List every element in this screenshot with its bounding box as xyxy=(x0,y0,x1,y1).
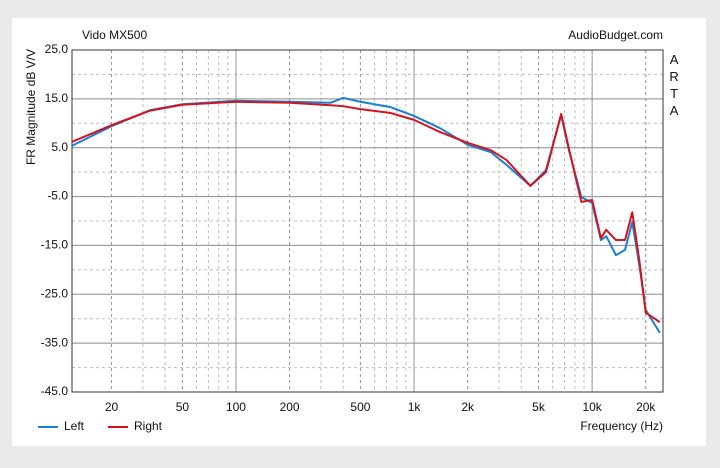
plot-frame xyxy=(71,49,664,393)
y-axis-label: FR Magnitude dB V/V xyxy=(24,49,38,165)
side-label: ARTA xyxy=(667,52,682,120)
x-tick-label: 10k xyxy=(582,400,602,414)
y-tick-label: -45.0 xyxy=(41,384,69,398)
x-tick-label: 50 xyxy=(176,400,190,414)
legend-label: Left xyxy=(64,419,85,433)
x-tick-label: 500 xyxy=(350,400,370,414)
x-tick-label: 100 xyxy=(226,400,246,414)
x-tick-label: 20k xyxy=(636,400,656,414)
chart-panel xyxy=(12,18,706,446)
y-tick-label: 15.0 xyxy=(45,91,69,105)
x-tick-label: 200 xyxy=(280,400,300,414)
data-line xyxy=(71,100,661,323)
y-tick-label: -15.0 xyxy=(41,238,69,252)
y-tick-label: -5.0 xyxy=(47,189,68,203)
x-axis-label: Frequency (Hz) xyxy=(580,419,663,433)
x-tick-label: 20 xyxy=(105,400,119,414)
y-tick-label: -35.0 xyxy=(41,335,69,349)
y-tick-label: -25.0 xyxy=(41,286,69,300)
x-tick-label: 2k xyxy=(461,400,475,414)
y-tick-label: 25.0 xyxy=(45,42,69,56)
x-tick-label: 1k xyxy=(408,400,422,414)
x-tick-label: 5k xyxy=(532,400,546,414)
legend-label: Right xyxy=(134,419,163,433)
chart-title: Vido MX500 xyxy=(82,28,147,42)
y-tick-label: 5.0 xyxy=(51,140,68,154)
source-label: AudioBudget.com xyxy=(568,28,663,42)
